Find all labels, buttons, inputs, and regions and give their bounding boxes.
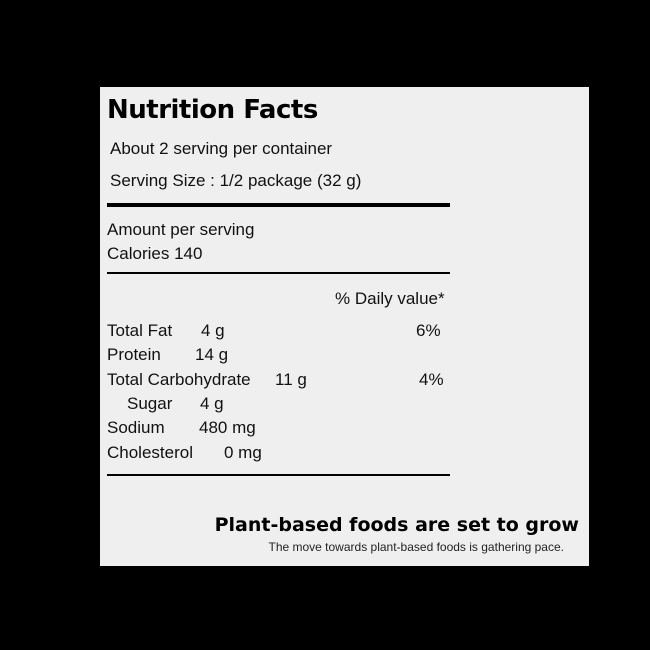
thick-divider [107,203,450,207]
nutrient-dv: 4% [419,370,444,389]
footer-headline: Plant-based foods are set to grow [214,514,579,536]
nutrient-name: Sugar [127,394,173,413]
footer-subtext: The move towards plant-based foods is ga… [268,540,564,554]
nutrient-amount: 14 g [195,345,229,364]
nutrient-name: Sodium [107,418,165,437]
nutrient-amount: 4 g [201,321,225,340]
nutrient-name: Cholesterol [107,443,193,462]
daily-value-header: % Daily value* [335,289,445,308]
calories: Calories 140 [107,244,203,263]
nutrient-dv: 6% [416,321,441,340]
divider [107,474,450,476]
label-title: Nutrition Facts [107,95,318,125]
serving-size: Serving Size : 1/2 package (32 g) [110,171,362,190]
nutrient-name: Protein [107,345,161,364]
nutrition-panel: Nutrition Facts About 2 serving per cont… [100,87,589,566]
nutrient-name: Total Fat [107,321,173,340]
amount-per-serving: Amount per serving [107,220,255,239]
nutrient-amount: 0 mg [224,443,262,462]
servings-per-container: About 2 serving per container [110,139,333,158]
divider [107,272,450,274]
nutrient-name: Total Carbohydrate [107,370,251,389]
nutrient-amount: 480 mg [199,418,256,437]
nutrient-amount: 4 g [200,394,224,413]
nutrient-amount: 11 g [275,370,307,389]
